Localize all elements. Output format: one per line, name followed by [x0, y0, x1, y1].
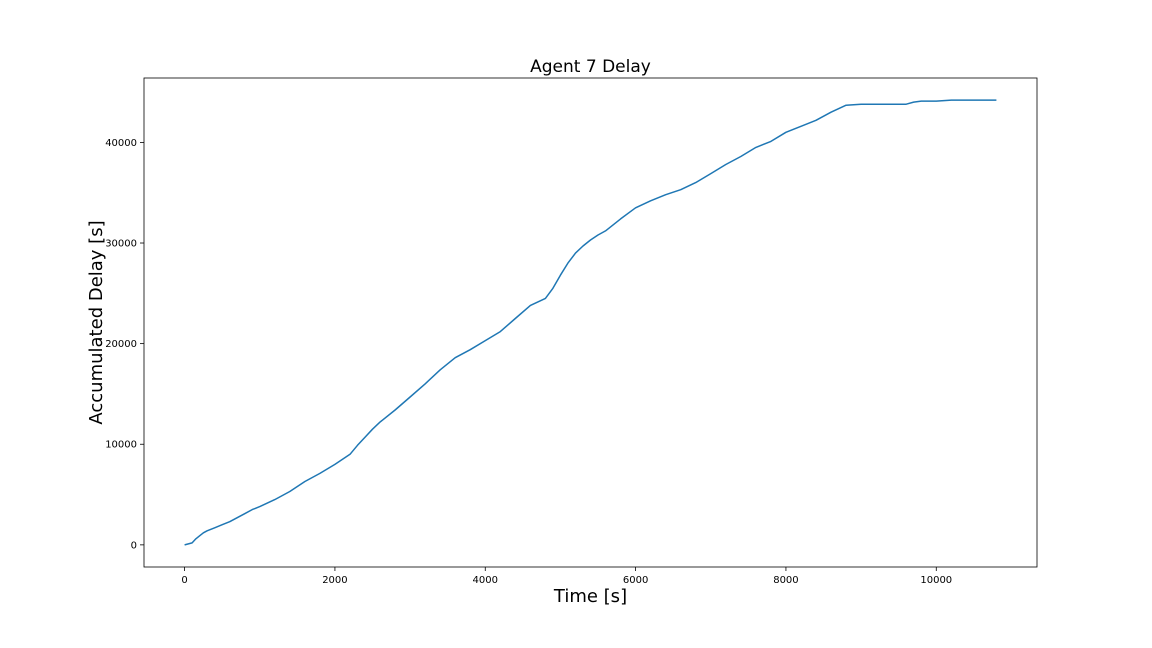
- x-tick-label: 0: [181, 575, 187, 586]
- y-tick-label: 20000: [105, 339, 137, 350]
- x-tick-label: 2000: [322, 575, 347, 586]
- x-axis-ticks: 0 2000 4000 6000 8000 10000: [181, 567, 952, 586]
- y-axis-label: Accumulated Delay [s]: [86, 220, 107, 424]
- x-tick-label: 8000: [773, 575, 798, 586]
- chart-title: Agent 7 Delay: [530, 57, 651, 77]
- delay-series-line: [184, 99, 997, 546]
- plot-frame: [143, 77, 1038, 568]
- x-tick-label: 10000: [920, 575, 952, 586]
- x-axis-label: Time [s]: [553, 586, 627, 607]
- y-tick-label: 30000: [105, 239, 137, 250]
- x-tick-label: 6000: [623, 575, 648, 586]
- x-tick-label: 4000: [473, 575, 498, 586]
- y-tick-label: 10000: [105, 440, 137, 451]
- y-axis-ticks: 0 10000 20000 30000 40000: [105, 138, 144, 551]
- y-tick-label: 40000: [105, 138, 137, 149]
- y-tick-label: 0: [131, 540, 137, 551]
